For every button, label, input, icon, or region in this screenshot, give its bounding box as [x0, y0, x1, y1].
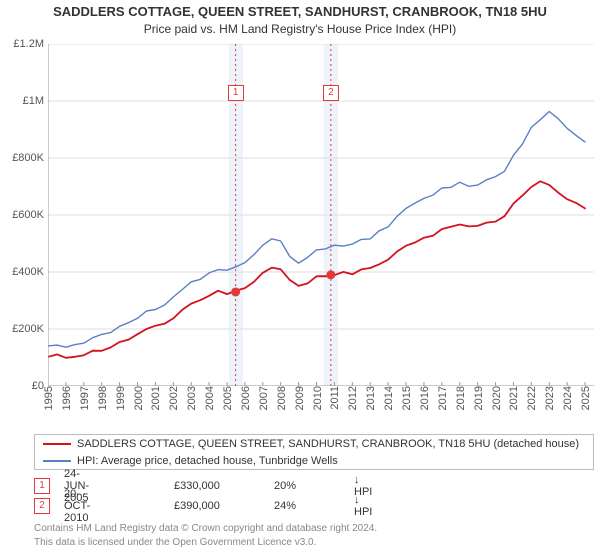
axis-y-label: £400K [12, 266, 48, 278]
axis-x-label: 2019 [471, 386, 485, 410]
sale-price: £390,000 [174, 500, 220, 512]
attribution-line2: This data is licensed under the Open Gov… [34, 536, 377, 550]
axis-x-label: 2003 [184, 386, 198, 410]
sale-price: £330,000 [174, 480, 220, 492]
axis-y-label: £1M [23, 95, 48, 107]
axis-y-label: £1.2M [13, 38, 48, 50]
axis-x-label: 2008 [274, 386, 288, 410]
axis-x-label: 1995 [41, 386, 55, 410]
axis-x-label: 2024 [560, 386, 574, 410]
axis-x-label: 2016 [417, 386, 431, 410]
chart-subtitle-text: Price paid vs. HM Land Registry's House … [144, 22, 456, 36]
sale-point [231, 287, 240, 296]
legend-label: SADDLERS COTTAGE, QUEEN STREET, SANDHURS… [77, 438, 579, 450]
axis-x-label: 2010 [310, 386, 324, 410]
axis-x-label: 2023 [542, 386, 556, 410]
axis-x-label: 2005 [220, 386, 234, 410]
sale-arrow-vs-hpi: ↓ HPI [354, 494, 372, 518]
legend-box: SADDLERS COTTAGE, QUEEN STREET, SANDHURS… [34, 434, 594, 470]
sale-pct: 24% [274, 500, 296, 512]
legend-row: SADDLERS COTTAGE, QUEEN STREET, SANDHURS… [35, 435, 593, 452]
axis-y-label: £200K [12, 323, 48, 335]
chart-svg [48, 44, 594, 386]
legend-label: HPI: Average price, detached house, Tunb… [77, 455, 338, 467]
axis-x-label: 2006 [238, 386, 252, 410]
attribution-line1: Contains HM Land Registry data © Crown c… [34, 522, 377, 536]
axis-y-label: £600K [12, 209, 48, 221]
sale-index-marker: 1 [34, 478, 50, 494]
axis-x-label: 2021 [506, 386, 520, 410]
series-property [48, 181, 585, 357]
axis-x-label: 2013 [363, 386, 377, 410]
axis-x-label: 2002 [166, 386, 180, 410]
price-chart: £0£200K£400K£600K£800K£1M£1.2M1995199619… [48, 44, 594, 386]
axis-x-label: 2017 [435, 386, 449, 410]
axis-x-label: 2025 [578, 386, 592, 410]
axis-x-label: 1997 [77, 386, 91, 410]
attribution: Contains HM Land Registry data © Crown c… [34, 522, 377, 549]
chart-subtitle: Price paid vs. HM Land Registry's House … [0, 22, 600, 37]
legend-row: HPI: Average price, detached house, Tunb… [35, 452, 593, 469]
sale-marker-label: 2 [323, 85, 339, 101]
legend-swatch [43, 443, 71, 445]
axis-x-label: 2011 [327, 386, 341, 410]
axis-x-label: 1998 [95, 386, 109, 410]
chart-title-text: SADDLERS COTTAGE, QUEEN STREET, SANDHURS… [53, 4, 547, 19]
axis-x-label: 2012 [345, 386, 359, 410]
axis-x-label: 2015 [399, 386, 413, 410]
axis-x-label: 2004 [202, 386, 216, 410]
axis-x-label: 2007 [256, 386, 270, 410]
axis-x-label: 2020 [489, 386, 503, 410]
sale-index-marker: 2 [34, 498, 50, 514]
axis-x-label: 1996 [59, 386, 73, 410]
axis-y-label: £800K [12, 152, 48, 164]
sale-point [326, 270, 335, 279]
series-hpi [48, 112, 585, 348]
sale-marker-label: 1 [228, 85, 244, 101]
sale-pct: 20% [274, 480, 296, 492]
legend-swatch [43, 460, 71, 462]
axis-x-label: 2022 [524, 386, 538, 410]
axis-x-label: 2000 [131, 386, 145, 410]
sale-date: 20-OCT-2010 [64, 488, 90, 524]
axis-x-label: 1999 [113, 386, 127, 410]
axis-x-label: 2009 [292, 386, 306, 410]
axis-x-label: 2001 [148, 386, 162, 410]
axis-x-label: 2014 [381, 386, 395, 410]
axis-x-label: 2018 [453, 386, 467, 410]
chart-title: SADDLERS COTTAGE, QUEEN STREET, SANDHURS… [0, 4, 600, 20]
